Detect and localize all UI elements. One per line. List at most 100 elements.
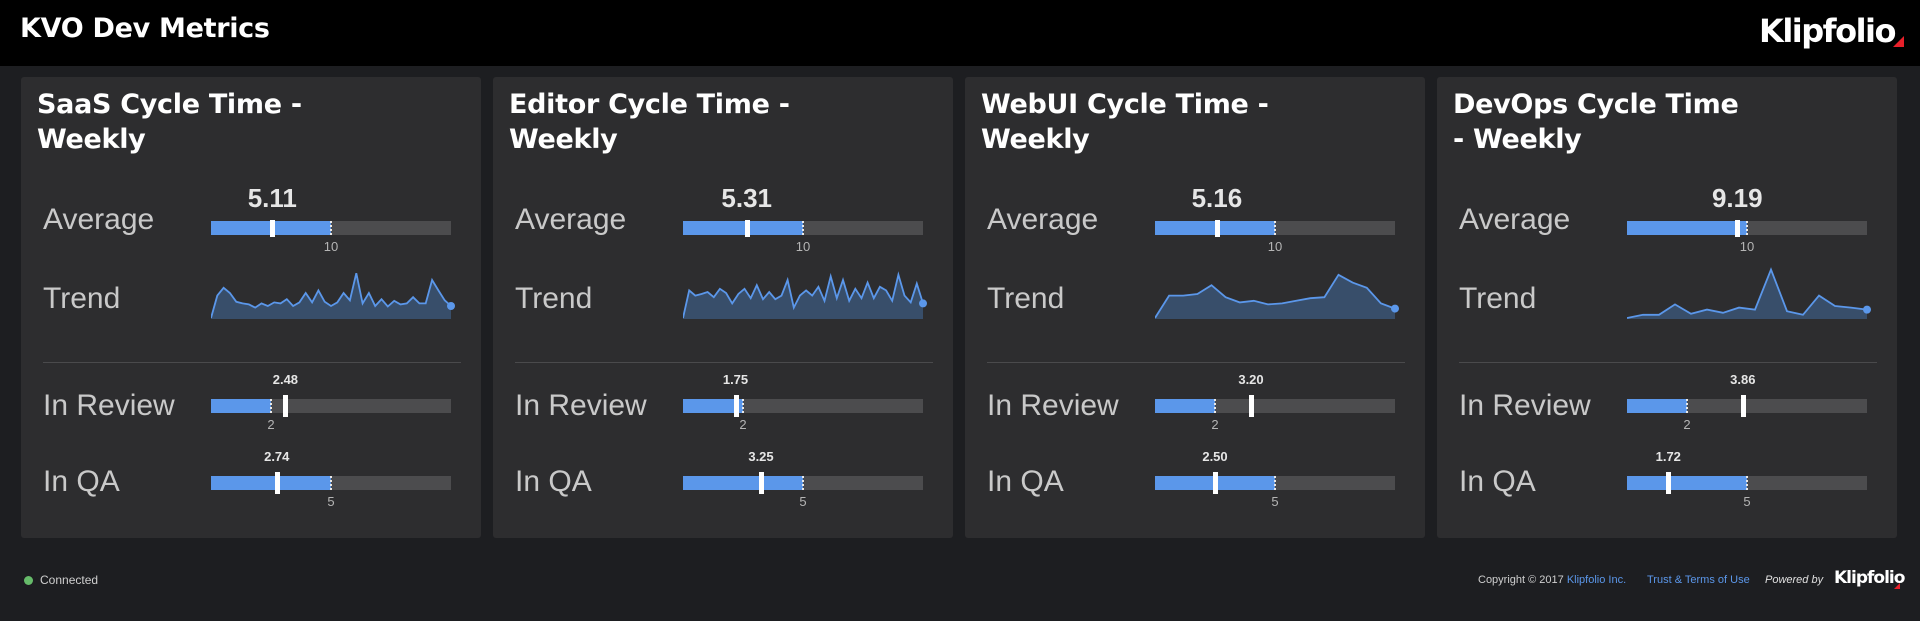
in-review-value: 1.75: [722, 372, 749, 387]
trend-line: [683, 271, 924, 319]
in-qa-bar-fill: [1627, 476, 1747, 490]
footer-logo-mark-icon: [1894, 583, 1900, 589]
trend-label: Trend: [43, 282, 121, 315]
average-marker: [744, 220, 750, 237]
average-label: Average: [43, 203, 155, 236]
panel-divider: [515, 362, 933, 363]
top-bar: KVO Dev Metrics Klipfolio: [0, 0, 1920, 66]
average-target-line: [1274, 221, 1276, 235]
in-review-label: In Review: [515, 389, 647, 422]
trend-sparkline: [683, 271, 927, 319]
in-qa-label: In QA: [987, 465, 1064, 498]
in-review-marker: [1249, 395, 1254, 417]
trend-last-point: [1863, 305, 1871, 314]
average-target-label: 10: [323, 239, 339, 254]
in-review-bar: [211, 399, 451, 413]
klipfolio-logo: Klipfolio: [1759, 12, 1896, 50]
in-qa-label: In QA: [1459, 465, 1536, 498]
in-qa-target-label: 5: [327, 494, 335, 509]
in-review-value: 2.48: [272, 372, 299, 387]
metric-panel: SaaS Cycle Time - Weekly Average 5.11 10 Tre…: [21, 77, 481, 538]
metric-panel: DevOps Cycle Time - Weekly Average 9.19 10 T…: [1437, 77, 1897, 538]
panel-title: SaaS Cycle Time - Weekly: [37, 89, 302, 155]
in-qa-marker: [759, 472, 764, 494]
trend-last-point: [1391, 304, 1399, 313]
panel-title: WebUI Cycle Time - Weekly: [981, 89, 1269, 155]
dashboard-title: KVO Dev Metrics: [20, 13, 270, 44]
in-review-bar: [1627, 399, 1867, 413]
company-link[interactable]: Klipfolio Inc.: [1566, 574, 1627, 586]
footer-klipfolio-logo[interactable]: Klipfolio: [1834, 568, 1905, 588]
average-value: 9.19: [1711, 183, 1763, 213]
average-marker: [1214, 220, 1220, 237]
in-review-target-label: 2: [1683, 417, 1691, 432]
average-bar: [1155, 221, 1395, 235]
in-review-value: 3.86: [1730, 372, 1756, 387]
in-review-bar: [1155, 399, 1395, 413]
in-qa-target-label: 5: [799, 494, 807, 509]
average-bar: [211, 221, 451, 235]
average-value: 5.31: [721, 183, 773, 213]
in-qa-bar-fill: [211, 476, 331, 490]
average-marker: [270, 220, 276, 237]
in-qa-bar: [1627, 476, 1867, 490]
copyright: Copyright © 2017 Klipfolio Inc.: [1478, 574, 1626, 586]
in-qa-target-line: [802, 476, 804, 490]
in-review-label: In Review: [987, 389, 1119, 422]
panel-divider: [43, 362, 461, 363]
connection-status-icon: [24, 576, 33, 585]
trend-last-point: [919, 299, 927, 308]
trend-line: [1627, 267, 1868, 319]
average-label: Average: [1459, 203, 1571, 236]
in-qa-bar: [683, 476, 923, 490]
in-qa-bar: [1155, 476, 1395, 490]
average-target-line: [802, 221, 804, 235]
average-bar: [1627, 221, 1867, 235]
in-review-bar-fill: [683, 399, 743, 413]
copyright-text: Copyright © 2017: [1478, 574, 1564, 586]
trend-line: [1155, 273, 1396, 319]
in-review-bar-fill: [1155, 399, 1215, 413]
in-review-target-line: [742, 399, 744, 413]
in-qa-target-line: [330, 476, 332, 490]
panel-title: DevOps Cycle Time - Weekly: [1453, 89, 1739, 155]
trend-area: [683, 274, 923, 319]
logo-mark-icon: [1893, 36, 1904, 47]
in-qa-target-line: [1746, 476, 1748, 490]
in-review-bar-fill: [211, 399, 271, 413]
trend-label: Trend: [515, 282, 593, 315]
average-target-label: 10: [1739, 239, 1755, 254]
in-review-label: In Review: [1459, 389, 1591, 422]
panel-divider: [987, 362, 1405, 363]
in-qa-value: 1.72: [1655, 449, 1681, 464]
average-bar: [683, 221, 923, 235]
average-marker: [1735, 220, 1741, 237]
terms-link[interactable]: Trust & Terms of Use: [1647, 574, 1750, 586]
average-bar-fill: [1627, 221, 1747, 235]
trend-area: [211, 273, 451, 319]
in-qa-value: 3.25: [748, 449, 774, 464]
trend-area: [1155, 274, 1395, 319]
in-qa-target-label: 5: [1743, 494, 1751, 509]
in-review-marker: [1740, 395, 1746, 417]
in-review-marker: [733, 395, 739, 417]
in-qa-label: In QA: [43, 465, 120, 498]
average-target-line: [330, 221, 332, 235]
metric-panel: WebUI Cycle Time - Weekly Average 5.16 10 Tr…: [965, 77, 1425, 538]
in-qa-marker: [1213, 472, 1218, 494]
in-review-target-label: 2: [1211, 417, 1219, 432]
average-target-label: 10: [1267, 239, 1283, 254]
in-qa-marker: [1666, 472, 1672, 494]
in-review-target-line: [270, 399, 272, 413]
trend-sparkline: [211, 272, 455, 319]
trend-label: Trend: [987, 282, 1065, 315]
in-review-target-line: [1214, 399, 1216, 413]
average-value: 5.11: [247, 183, 297, 213]
in-qa-marker: [274, 472, 280, 494]
average-value: 5.16: [1191, 183, 1243, 213]
trend-label: Trend: [1459, 282, 1537, 315]
average-label: Average: [987, 203, 1099, 236]
in-review-target-line: [1686, 399, 1688, 413]
in-qa-label: In QA: [515, 465, 592, 498]
trend-sparkline: [1627, 267, 1871, 319]
